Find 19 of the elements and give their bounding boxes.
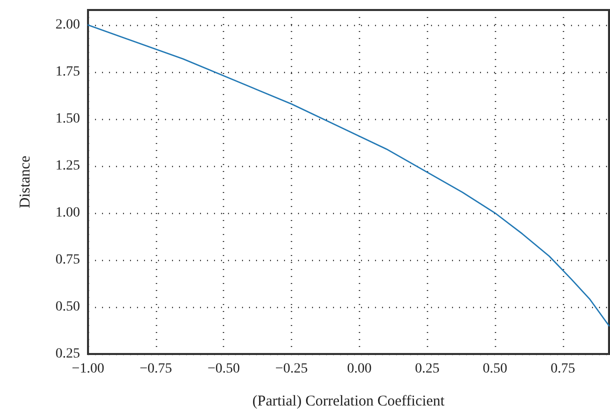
- y-tick-label: 0.50: [56, 300, 80, 315]
- y-tick-label: 1.50: [56, 112, 80, 127]
- y-tick-label: 1.00: [56, 206, 80, 221]
- x-tick-label: 0.75: [550, 362, 576, 376]
- x-tick-label: 0.50: [482, 362, 508, 376]
- y-tick-label: 0.75: [56, 252, 80, 268]
- x-tick-label: 0.25: [414, 362, 440, 376]
- y-tick-label: 1.75: [56, 64, 80, 80]
- y-tick-label: 2.00: [56, 18, 80, 33]
- x-tick-label: −0.25: [275, 362, 308, 376]
- line-series: [87, 24, 610, 326]
- x-tick-label: −0.75: [140, 362, 172, 376]
- x-axis-title: (Partial) Correlation Coefficient: [252, 394, 446, 410]
- x-tick-label: 0.00: [347, 362, 372, 376]
- y-tick-label: 0.25: [56, 346, 80, 362]
- y-tick-label: 1.25: [56, 158, 80, 174]
- x-tick-label: −1.00: [72, 362, 104, 376]
- x-tick-label: −0.50: [207, 362, 240, 376]
- y-axis-title: Distance: [18, 155, 34, 208]
